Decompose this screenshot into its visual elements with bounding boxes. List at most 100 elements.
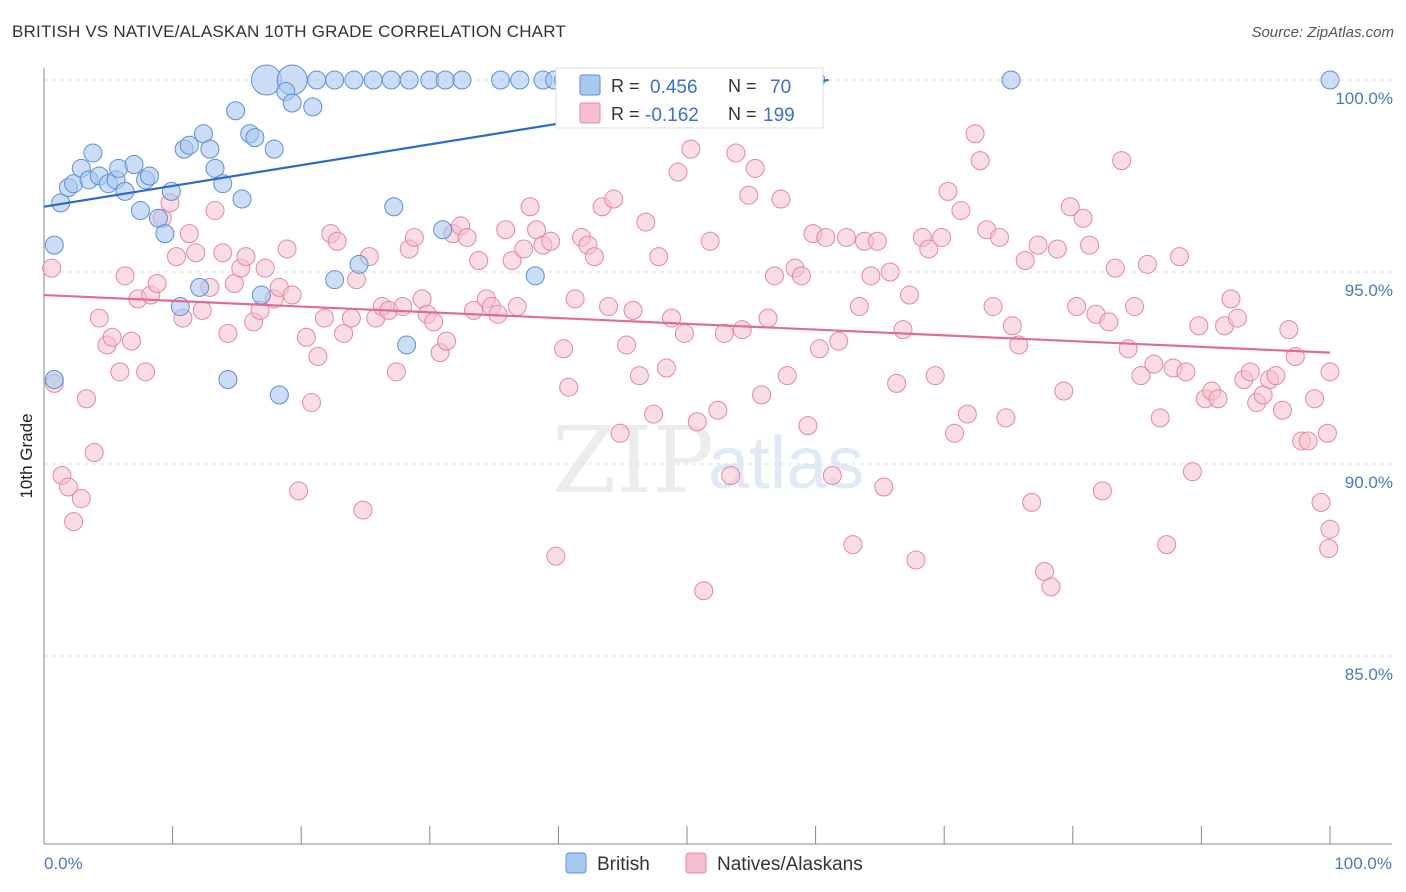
british-point (349, 254, 369, 274)
native-point (874, 477, 894, 497)
native-point (1099, 312, 1119, 332)
native-point (1105, 258, 1125, 278)
native-point (1272, 400, 1292, 420)
native-point (887, 373, 907, 393)
native-point (1131, 366, 1151, 386)
native-point (308, 346, 328, 366)
native-point (192, 300, 212, 320)
native-point (965, 124, 985, 144)
native-point (507, 297, 527, 317)
native-point (700, 231, 720, 251)
native-point (327, 231, 347, 251)
native-point (809, 339, 829, 359)
native-point (822, 466, 842, 486)
british-point (251, 285, 271, 305)
native-point (1015, 250, 1035, 270)
native-point (957, 404, 977, 424)
native-point (1041, 577, 1061, 597)
native-point (1009, 335, 1029, 355)
british-point (264, 139, 284, 159)
native-point (110, 362, 130, 382)
british-point (245, 128, 265, 148)
british-series (44, 64, 1340, 405)
native-point (932, 227, 952, 247)
native-point (604, 189, 624, 209)
native-point (502, 250, 522, 270)
british-point (130, 201, 150, 221)
native-point (341, 308, 361, 328)
native-point (1047, 239, 1067, 259)
native-point (1240, 362, 1260, 382)
native-point (771, 189, 791, 209)
british-point (282, 93, 302, 113)
native-point (314, 308, 334, 328)
y-tick-label-95: 95.0% (1345, 281, 1393, 300)
y-tick-labels: 85.0% 90.0% 95.0% 100.0% (1335, 89, 1393, 684)
legend-british-swatch (579, 74, 601, 96)
x-tick-label-min: 0.0% (44, 854, 83, 873)
native-point (1170, 247, 1190, 267)
native-point (636, 212, 656, 232)
native-point (829, 331, 849, 351)
british-point (200, 139, 220, 159)
native-point (1189, 316, 1209, 336)
native-point (867, 231, 887, 251)
british-point (381, 70, 401, 90)
native-point (1054, 381, 1074, 401)
native-point (353, 500, 373, 520)
native-point (71, 489, 91, 509)
native-point (1028, 235, 1048, 255)
x-tick-label-max: 100.0% (1334, 854, 1392, 873)
british-point (139, 166, 159, 186)
british-point (397, 335, 417, 355)
native-point (849, 297, 869, 317)
y-tick-label-100: 100.0% (1335, 89, 1393, 108)
legend-native-swatch (579, 102, 601, 124)
native-point (289, 481, 309, 501)
native-point (951, 201, 971, 221)
native-point (745, 158, 765, 178)
native-point (301, 393, 321, 413)
native-point (213, 243, 233, 263)
x-ticks (43, 826, 1331, 844)
british-point (1001, 70, 1021, 90)
native-point (1067, 297, 1087, 317)
native-point (42, 258, 62, 278)
native-point (255, 258, 275, 278)
british-point (190, 277, 210, 297)
native-point (610, 423, 630, 443)
native-point (906, 550, 926, 570)
native-point (880, 262, 900, 282)
bottom-legend-native-label: Natives/Alaskans (717, 854, 863, 875)
british-point (344, 70, 364, 90)
native-point (764, 266, 784, 286)
native-point (623, 300, 643, 320)
native-point (599, 297, 619, 317)
british-point (307, 70, 327, 90)
native-point (179, 224, 199, 244)
bottom-legend-native-swatch (685, 852, 707, 874)
british-point (433, 220, 453, 240)
native-point (758, 308, 778, 328)
native-point (791, 266, 811, 286)
british-point (435, 70, 455, 90)
native-point (714, 323, 734, 343)
native-point (404, 227, 424, 247)
native-point (334, 323, 354, 343)
native-point (996, 408, 1016, 428)
native-point (925, 366, 945, 386)
native-point (1144, 354, 1164, 374)
native-point (1002, 316, 1022, 336)
native-point (1279, 320, 1299, 340)
native-point (186, 243, 206, 263)
native-point (584, 247, 604, 267)
native-point (1227, 308, 1247, 328)
british-point (510, 70, 530, 90)
native-point (893, 320, 913, 340)
native-point (520, 197, 540, 217)
native-point (726, 143, 746, 163)
native-point (687, 412, 707, 432)
legend-native-r-label: R = (611, 104, 640, 124)
native-point (469, 250, 489, 270)
native-point (1112, 151, 1132, 171)
